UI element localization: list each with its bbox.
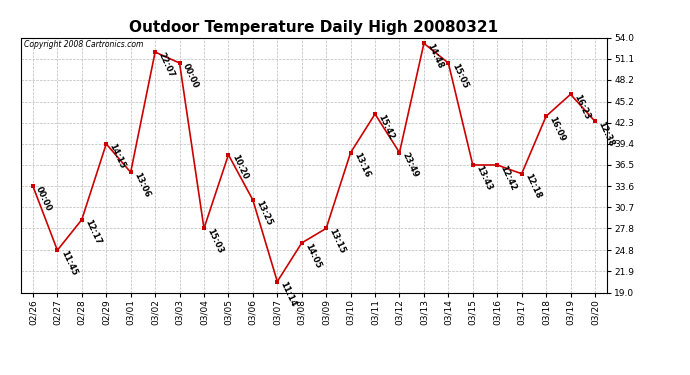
Text: 15:42: 15:42 <box>377 112 396 141</box>
Text: 13:15: 13:15 <box>328 227 347 255</box>
Text: 12:18: 12:18 <box>523 172 542 200</box>
Text: 15:05: 15:05 <box>450 62 469 90</box>
Text: 00:00: 00:00 <box>34 185 54 213</box>
Text: 14:05: 14:05 <box>303 242 323 270</box>
Text: 11:14: 11:14 <box>279 280 298 308</box>
Text: 11:45: 11:45 <box>59 249 78 277</box>
Text: 16:23: 16:23 <box>572 93 591 121</box>
Text: 00:00: 00:00 <box>181 62 200 89</box>
Text: 23:49: 23:49 <box>401 151 420 179</box>
Text: 12:38: 12:38 <box>596 120 615 148</box>
Text: 12:17: 12:17 <box>83 218 103 246</box>
Text: 12:42: 12:42 <box>499 164 518 192</box>
Text: 16:09: 16:09 <box>547 115 567 143</box>
Title: Outdoor Temperature Daily High 20080321: Outdoor Temperature Daily High 20080321 <box>130 20 498 35</box>
Text: 14:15: 14:15 <box>108 142 127 171</box>
Text: 10:20: 10:20 <box>230 153 249 182</box>
Text: 14:48: 14:48 <box>425 42 445 70</box>
Text: 15:03: 15:03 <box>206 227 225 255</box>
Text: Copyright 2008 Cartronics.com: Copyright 2008 Cartronics.com <box>23 40 143 49</box>
Text: 13:16: 13:16 <box>352 151 371 179</box>
Text: 13:06: 13:06 <box>132 171 152 199</box>
Text: 22:07: 22:07 <box>157 51 176 79</box>
Text: 13:25: 13:25 <box>254 199 274 226</box>
Text: 13:43: 13:43 <box>474 164 493 192</box>
